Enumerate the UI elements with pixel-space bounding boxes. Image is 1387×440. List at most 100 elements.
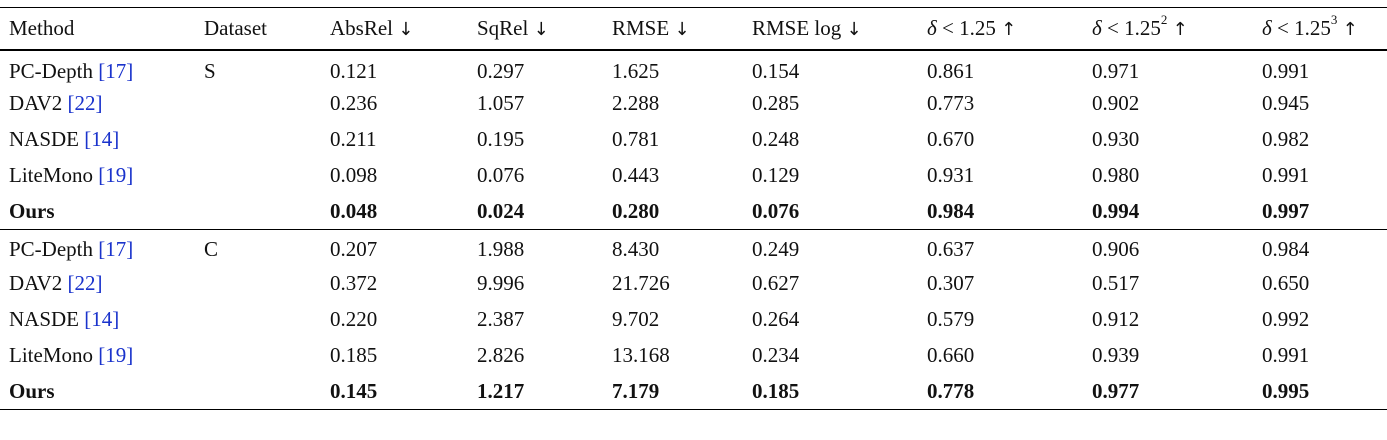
metric-value-cell: 0.982 — [1262, 127, 1310, 151]
column-header-label: AbsRel — [330, 15, 393, 40]
method-cell: Ours — [0, 373, 195, 410]
metric-value-cell: 0.443 — [612, 163, 660, 187]
metric-value-cell: 0.076 — [752, 198, 800, 223]
dataset-cell — [195, 194, 321, 230]
metric-value-cell: 0.977 — [1083, 373, 1253, 410]
column-header: Method — [0, 7, 195, 51]
metric-value-cell: 1.988 — [468, 229, 603, 266]
metric-value-cell: 0.207 — [321, 229, 468, 266]
column-header-label: Dataset — [204, 15, 267, 40]
method-cell: LiteMono [19] — [0, 158, 195, 194]
citation-link[interactable]: [14] — [84, 127, 120, 151]
metric-value-cell: 0.931 — [927, 163, 975, 187]
metric-value-cell: 1.057 — [477, 91, 525, 115]
metric-value-cell: 0.670 — [927, 127, 975, 151]
metric-value-cell: 9.996 — [477, 271, 525, 295]
metric-value-cell: 0.154 — [752, 58, 800, 83]
column-header: RMSE log ↓ — [743, 7, 918, 51]
method-name: NASDE — [9, 127, 80, 151]
metric-value-cell: 0.248 — [752, 127, 800, 151]
column-header-label: < 1.25 — [1271, 15, 1331, 40]
dataset-cell — [195, 302, 321, 338]
method-cell: NASDE [14] — [0, 302, 195, 338]
dataset-cell — [195, 266, 321, 302]
metric-value-cell: 0.778 — [918, 373, 1083, 410]
column-header-label: < 1.25 — [1101, 15, 1161, 40]
results-table: Method Dataset AbsRel ↓ SqRel ↓ RMSE ↓ RMSE l… — [0, 7, 1387, 410]
sort-direction-icon: ↓ — [533, 18, 549, 40]
metric-value-cell: 0.195 — [477, 127, 525, 151]
metric-value-cell: 0.285 — [752, 91, 800, 115]
method-cell: PC-Depth [17] — [0, 229, 195, 266]
metric-value-cell: 0.984 — [1253, 229, 1387, 266]
citation-link[interactable]: [17] — [98, 237, 134, 262]
metric-value-cell: 0.249 — [743, 229, 918, 266]
metric-value-cell: 0.264 — [752, 307, 800, 331]
delta-symbol: δ — [1262, 15, 1272, 40]
method-cell: LiteMono [19] — [0, 338, 195, 374]
column-header: Dataset — [195, 7, 321, 51]
dataset-cell: C — [195, 229, 321, 266]
method-cell: PC-Depth [17] — [0, 50, 195, 86]
metric-value-cell: 0.660 — [927, 343, 975, 367]
method-name: PC-Depth — [9, 237, 93, 262]
table-row: NASDE [14] 0.211 0.195 0.781 0.248 0.670 0.930… — [0, 122, 1387, 158]
method-name: DAV2 — [9, 91, 63, 115]
header-row: Method Dataset AbsRel ↓ SqRel ↓ RMSE ↓ RMSE l… — [0, 7, 1387, 51]
method-name: LiteMono — [9, 163, 93, 187]
method-name: PC-Depth — [9, 58, 93, 83]
dataset-cell — [195, 122, 321, 158]
metric-value-cell: 0.971 — [1092, 58, 1140, 83]
table-row: PC-Depth [17] C 0.207 1.988 8.430 0.249 0.637 0… — [0, 229, 1387, 266]
column-header: δ < 1.25 ↑ — [918, 7, 1083, 51]
metric-value-cell: 0.902 — [1092, 91, 1140, 115]
metric-value-cell: 0.579 — [927, 307, 975, 331]
dataset-cell — [195, 373, 321, 410]
citation-link[interactable]: [22] — [67, 91, 103, 115]
dataset-cell — [195, 158, 321, 194]
citation-link[interactable]: [14] — [84, 307, 120, 331]
column-header: AbsRel ↓ — [321, 7, 468, 51]
table-row: NASDE [14] 0.220 2.387 9.702 0.264 0.579 0.912… — [0, 302, 1387, 338]
method-name: Ours — [9, 198, 55, 223]
sort-direction-icon: ↓ — [398, 18, 414, 40]
metric-value-cell: 0.995 — [1253, 373, 1387, 410]
column-header: δ < 1.252 ↑ — [1083, 7, 1253, 51]
sort-direction-icon: ↓ — [846, 18, 862, 40]
metric-value-cell: 0.991 — [1262, 343, 1310, 367]
table-row: Ours 0.145 1.217 7.179 0.185 0.778 0.977 0.995 — [0, 373, 1387, 410]
metric-value-cell: 0.129 — [752, 163, 800, 187]
column-header: SqRel ↓ — [468, 7, 603, 51]
method-name: DAV2 — [9, 271, 63, 295]
method-name: NASDE — [9, 307, 80, 331]
table-row: LiteMono [19] 0.185 2.826 13.168 0.234 0.660 0… — [0, 338, 1387, 374]
citation-link[interactable]: [17] — [98, 58, 134, 83]
table-row: PC-Depth [17] S 0.121 0.297 1.625 0.154 0.861 0… — [0, 50, 1387, 86]
table-row: Ours 0.048 0.024 0.280 0.076 0.984 0.994 0.997 — [0, 194, 1387, 230]
dataset-cell — [195, 338, 321, 374]
metric-value-cell: 0.650 — [1262, 271, 1310, 295]
metric-value-cell: 0.994 — [1092, 198, 1140, 223]
metric-value-cell: 0.145 — [321, 373, 468, 410]
sort-direction-icon: ↑ — [1172, 18, 1188, 40]
sort-direction-icon: ↑ — [1001, 18, 1017, 40]
metric-value-cell: 0.076 — [477, 163, 525, 187]
column-header-label: Method — [9, 15, 75, 40]
citation-link[interactable]: [19] — [98, 163, 134, 187]
metric-value-cell: 0.781 — [612, 127, 660, 151]
metric-value-cell: 0.121 — [330, 58, 378, 83]
metric-value-cell: 0.517 — [1092, 271, 1140, 295]
metric-value-cell: 2.387 — [477, 307, 525, 331]
column-header-exponent: 2 — [1160, 11, 1168, 27]
table-row: DAV2 [22] 0.372 9.996 21.726 0.627 0.307 0.517… — [0, 266, 1387, 302]
method-cell: NASDE [14] — [0, 122, 195, 158]
column-header: RMSE ↓ — [603, 7, 743, 51]
metric-value-cell: 0.185 — [330, 343, 378, 367]
citation-link[interactable]: [19] — [98, 343, 134, 367]
method-cell: DAV2 [22] — [0, 86, 195, 122]
column-header-label: < 1.25 — [936, 15, 996, 40]
metric-value-cell: 0.984 — [927, 198, 975, 223]
metric-value-cell: 0.280 — [612, 198, 660, 223]
citation-link[interactable]: [22] — [67, 271, 103, 295]
